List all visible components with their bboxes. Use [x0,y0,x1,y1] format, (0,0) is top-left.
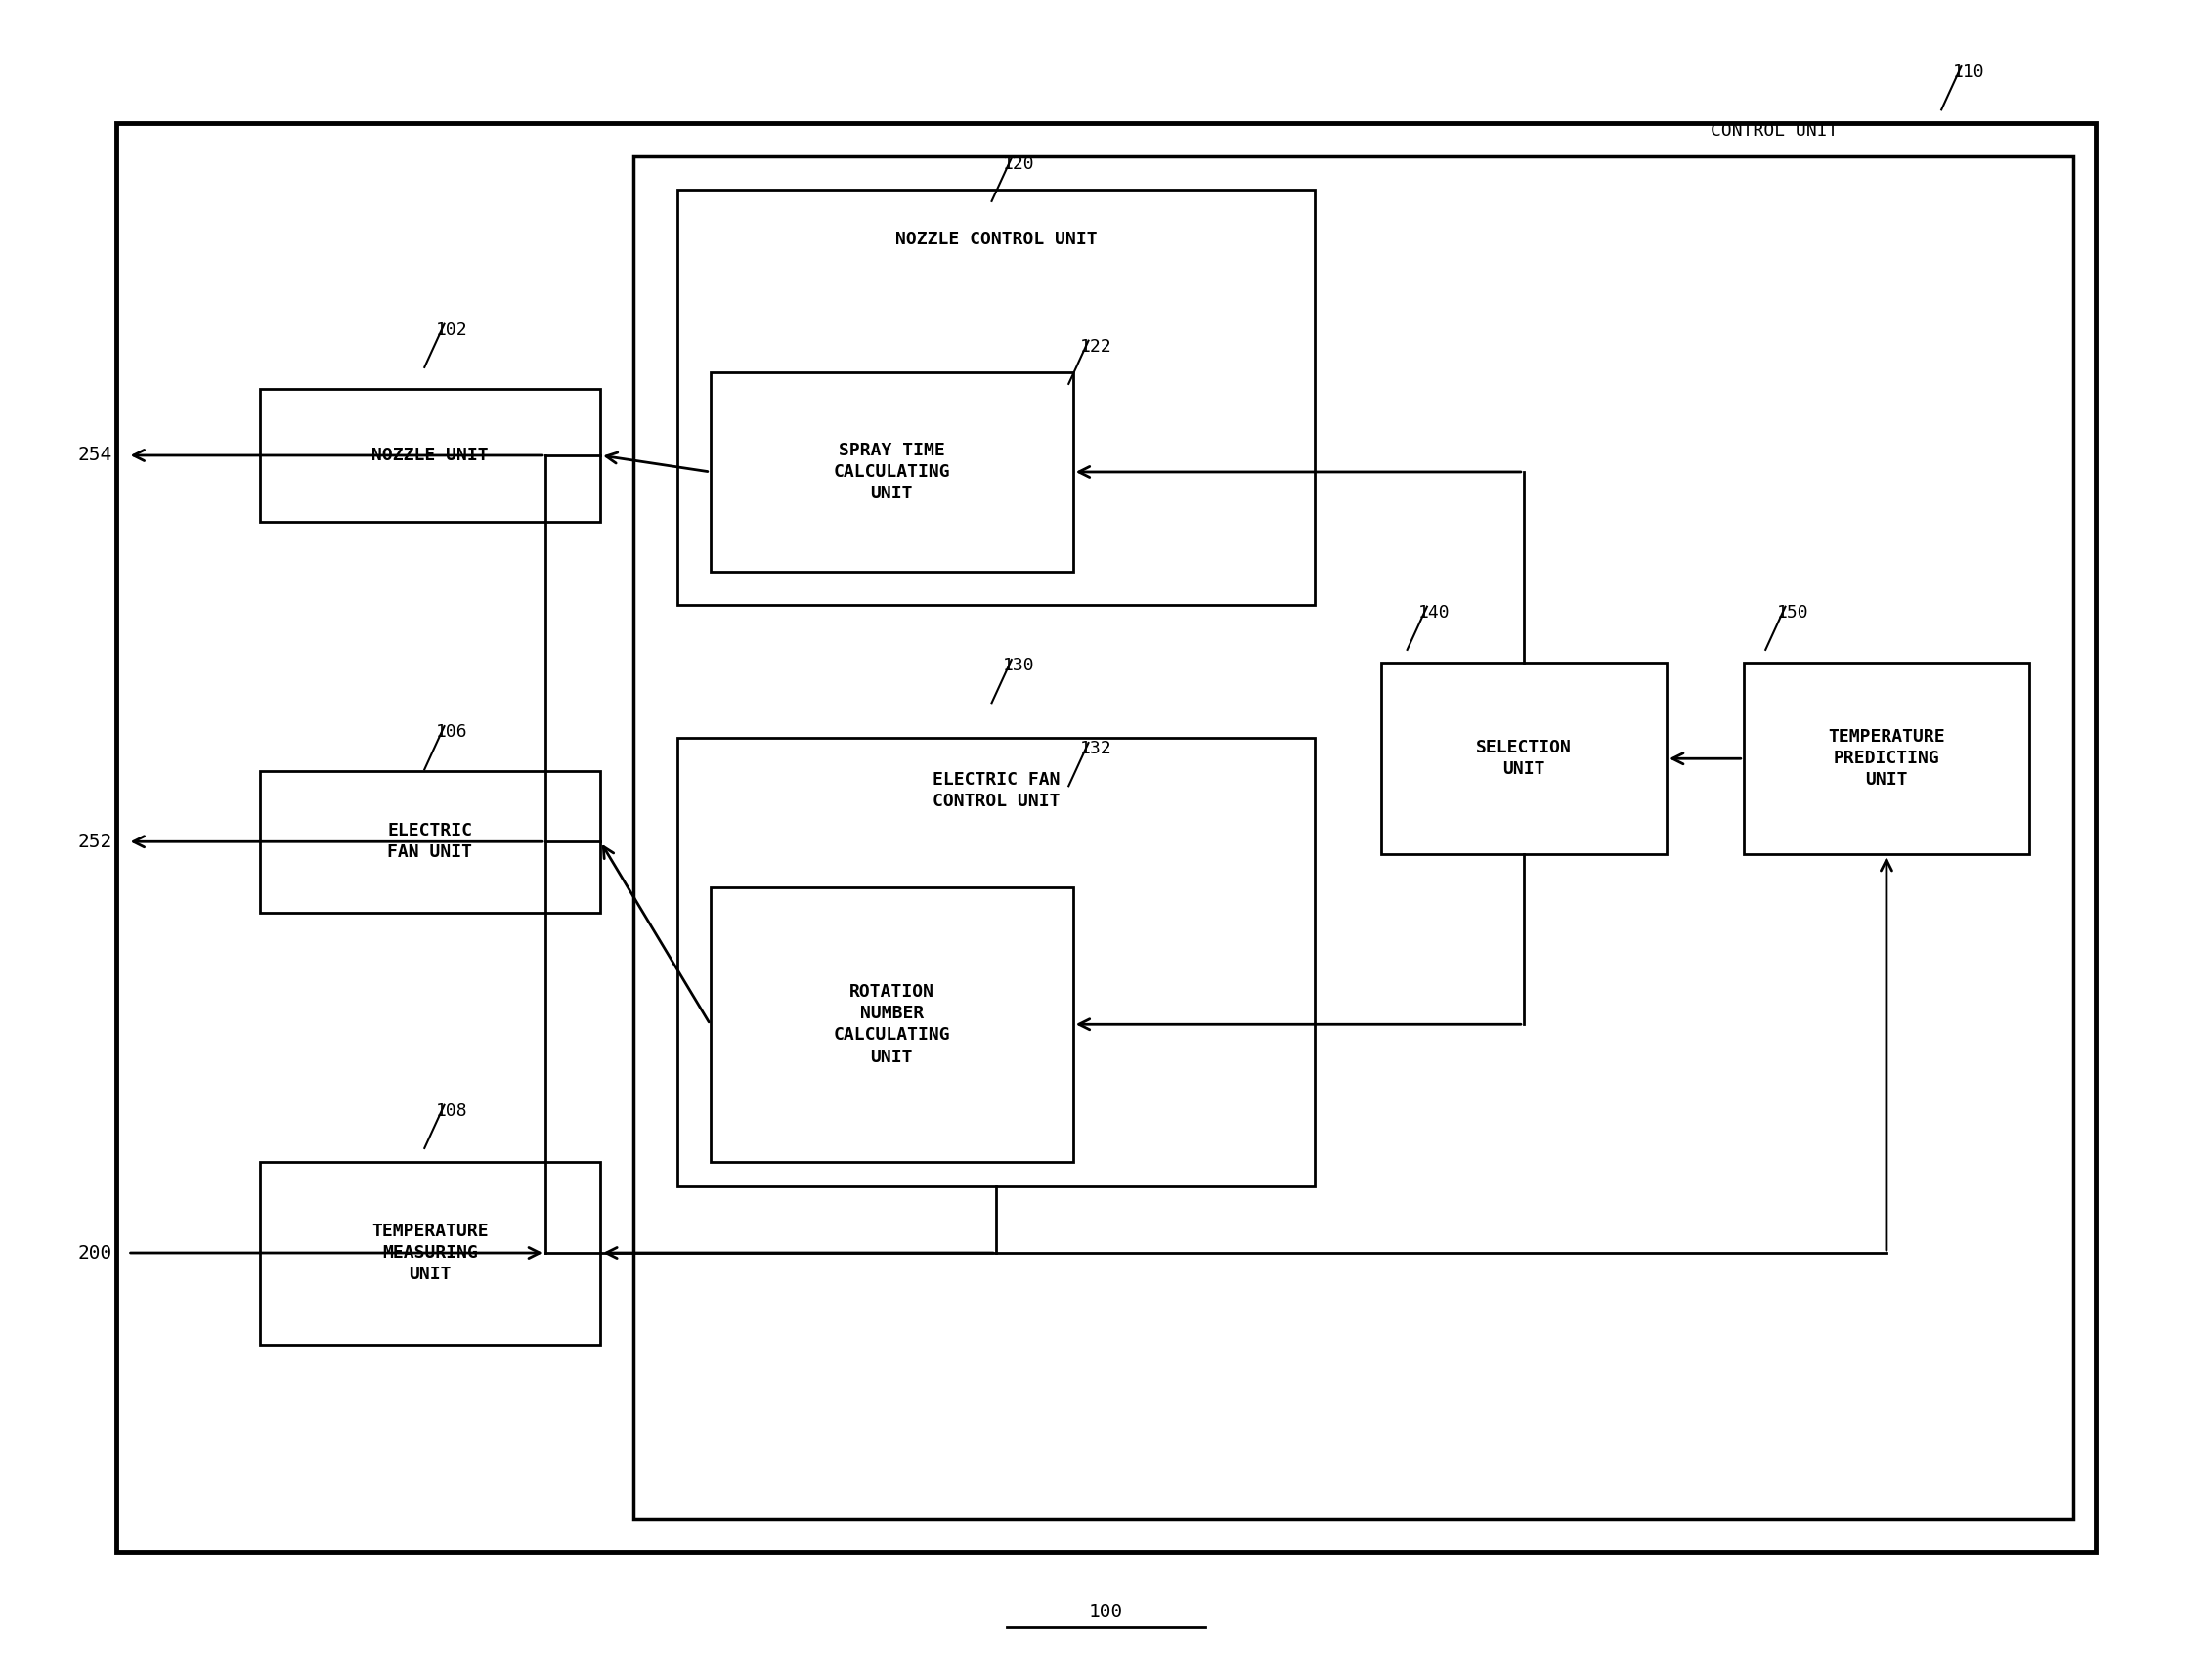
Text: SELECTION
UNIT: SELECTION UNIT [1475,739,1571,779]
Text: 106: 106 [436,724,467,740]
FancyBboxPatch shape [633,156,2073,1519]
Text: 108: 108 [436,1102,467,1121]
FancyBboxPatch shape [710,372,1073,571]
FancyBboxPatch shape [117,122,2095,1553]
Text: 140: 140 [1418,605,1451,621]
FancyBboxPatch shape [1380,663,1666,854]
Text: 252: 252 [77,832,113,851]
Text: 120: 120 [1002,156,1035,173]
Text: ELECTRIC FAN
CONTROL UNIT: ELECTRIC FAN CONTROL UNIT [931,771,1060,811]
Text: SPRAY TIME
CALCULATING
UNIT: SPRAY TIME CALCULATING UNIT [834,442,951,503]
Text: 132: 132 [1079,740,1110,757]
FancyBboxPatch shape [710,888,1073,1161]
Text: NOZZLE CONTROL UNIT: NOZZLE CONTROL UNIT [896,231,1097,248]
Text: 100: 100 [1088,1603,1124,1621]
FancyBboxPatch shape [677,189,1314,605]
Text: 254: 254 [77,446,113,464]
Text: 130: 130 [1002,657,1035,675]
Text: 200: 200 [77,1243,113,1263]
Text: CONTROL UNIT: CONTROL UNIT [1710,122,1838,139]
Text: TEMPERATURE
MEASURING
UNIT: TEMPERATURE MEASURING UNIT [372,1223,489,1283]
Text: ELECTRIC
FAN UNIT: ELECTRIC FAN UNIT [387,822,473,861]
Text: 150: 150 [1776,605,1809,621]
FancyBboxPatch shape [259,1161,599,1345]
Text: 102: 102 [436,322,467,338]
FancyBboxPatch shape [259,771,599,913]
FancyBboxPatch shape [1743,663,2028,854]
Text: ROTATION
NUMBER
CALCULATING
UNIT: ROTATION NUMBER CALCULATING UNIT [834,983,951,1065]
Text: TEMPERATURE
PREDICTING
UNIT: TEMPERATURE PREDICTING UNIT [1827,729,1944,789]
FancyBboxPatch shape [677,737,1314,1186]
Text: 122: 122 [1079,338,1110,355]
Text: 110: 110 [1953,64,1984,82]
FancyBboxPatch shape [259,389,599,523]
Text: NOZZLE UNIT: NOZZLE UNIT [372,447,489,464]
